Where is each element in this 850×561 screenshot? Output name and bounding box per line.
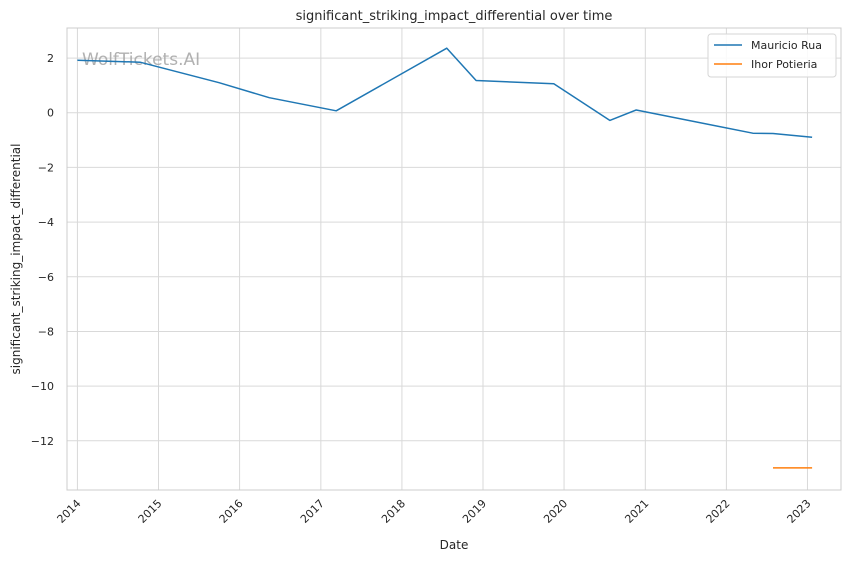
x-tick-label: 2022 xyxy=(704,497,733,526)
x-tick-label: 2019 xyxy=(460,497,489,526)
x-tick-label: 2015 xyxy=(136,497,165,526)
chart-title: significant_striking_impact_differential… xyxy=(296,9,613,24)
x-tick-label: 2023 xyxy=(785,497,814,526)
y-tick-label: 2 xyxy=(47,52,54,65)
x-axis-label: Date xyxy=(440,538,469,552)
legend: Mauricio Rua Ihor Potieria xyxy=(707,33,837,78)
y-axis-label: significant_striking_impact_differential xyxy=(9,144,23,375)
watermark: WolfTickets.AI xyxy=(82,50,200,70)
y-tick-label: −6 xyxy=(38,271,54,284)
y-gridlines xyxy=(67,57,841,442)
series-layer xyxy=(77,47,813,469)
y-tick-label: 0 xyxy=(47,107,54,120)
plot-area-frame xyxy=(66,27,842,491)
legend-label-ihor-potieria: Ihor Potieria xyxy=(751,58,817,71)
y-tick-label: −2 xyxy=(38,161,54,174)
x-tick-label: 2021 xyxy=(622,497,651,526)
y-tick-label: −10 xyxy=(31,380,54,393)
series-line-mauricio-rua xyxy=(77,47,813,139)
x-tick-labels: 2014 2015 2016 2017 2018 2019 2020 2021 2022 2023 xyxy=(55,497,814,526)
x-tick-label: 2016 xyxy=(217,497,246,526)
legend-label-mauricio-rua: Mauricio Rua xyxy=(751,39,822,52)
x-tick-label: 2017 xyxy=(298,497,327,526)
x-tick-label: 2014 xyxy=(55,497,84,526)
y-tick-label: −8 xyxy=(38,325,54,338)
x-tick-label: 2018 xyxy=(379,497,408,526)
y-tick-label: −4 xyxy=(38,216,54,229)
x-tick-label: 2020 xyxy=(541,497,570,526)
y-tick-label: −12 xyxy=(31,435,54,448)
x-gridlines xyxy=(76,28,808,490)
y-tick-labels: 2 0 −2 −4 −6 −8 −10 −12 xyxy=(31,52,54,448)
